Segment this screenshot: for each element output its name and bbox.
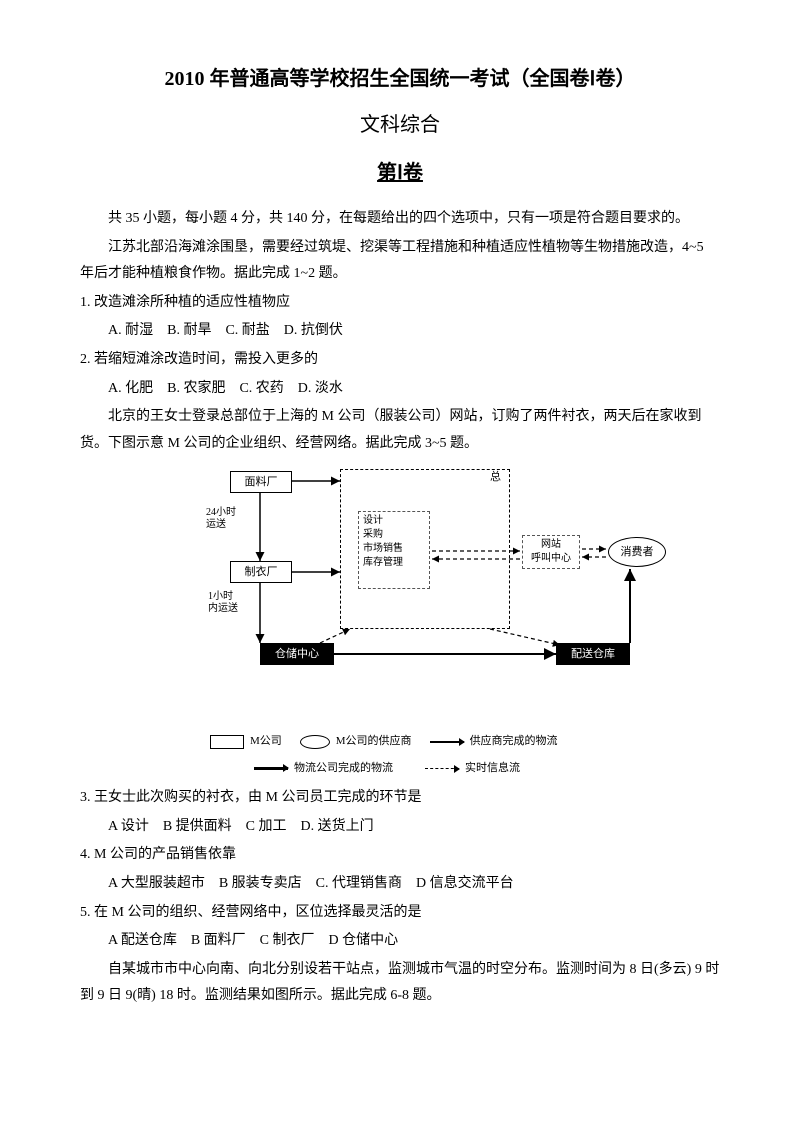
legend-m-company: M公司 bbox=[210, 731, 282, 752]
question-2: 2. 若缩短滩涂改造时间，需投入更多的 bbox=[80, 347, 720, 374]
legend-supplier-label: M公司的供应商 bbox=[336, 731, 412, 752]
label-1h: 1小时 内运送 bbox=[208, 591, 238, 615]
legend-logistics-label: 物流公司完成的物流 bbox=[294, 758, 393, 779]
question-5-options: A 配送仓库 B 面料厂 C 制衣厂 D 仓储中心 bbox=[80, 928, 720, 955]
legend-dashed-arrow-icon bbox=[425, 768, 459, 769]
network-diagram: 总 设计 采购 市场销售 库存管理 面料厂 制衣厂 24小时 运送 1小时 内运… bbox=[200, 465, 670, 779]
exam-title: 2010 年普通高等学校招生全国统一考试（全国卷Ⅰ卷） bbox=[80, 60, 720, 98]
legend-supplier-flow-label: 供应商完成的物流 bbox=[470, 731, 558, 752]
garment-factory-node: 制衣厂 bbox=[230, 561, 292, 583]
question-4-options: A 大型服装超市 B 服装专卖店 C. 代理销售商 D 信息交流平台 bbox=[80, 871, 720, 898]
section-heading: 第Ⅰ卷 bbox=[80, 154, 720, 192]
consumer-node: 消费者 bbox=[608, 537, 666, 567]
question-3-options: A 设计 B 提供面料 C 加工 D. 送货上门 bbox=[80, 814, 720, 841]
dist-warehouse-node: 配送仓库 bbox=[556, 643, 630, 665]
intro-paragraph-2: 江苏北部沿海滩涂围垦，需要经过筑堤、挖渠等工程措施和种植适应性植物等生物措施改造… bbox=[80, 235, 720, 288]
legend-info-label: 实时信息流 bbox=[465, 758, 520, 779]
fabric-factory-node: 面料厂 bbox=[230, 471, 292, 493]
legend-m-label: M公司 bbox=[250, 731, 282, 752]
hq-label: 总 bbox=[490, 471, 501, 484]
legend-thick-arrow-icon bbox=[254, 767, 288, 770]
question-3: 3. 王女士此次购买的衬衣，由 M 公司员工完成的环节是 bbox=[80, 785, 720, 812]
diagram-legend: M公司 M公司的供应商 供应商完成的物流 物流公司完成的物流 实时信息流 bbox=[200, 731, 670, 779]
call-center-node: 网站 呼叫中心 bbox=[522, 535, 580, 569]
question-1: 1. 改造滩涂所种植的适应性植物应 bbox=[80, 290, 720, 317]
question-2-options: A. 化肥 B. 农家肥 C. 农药 D. 淡水 bbox=[80, 376, 720, 403]
warehouse-node: 仓储中心 bbox=[260, 643, 334, 665]
intro-paragraph-1: 共 35 小题，每小题 4 分，共 140 分，在每题给出的四个选项中，只有一项… bbox=[80, 206, 720, 233]
legend-supplier: M公司的供应商 bbox=[300, 731, 412, 752]
question-5: 5. 在 M 公司的组织、经营网络中，区位选择最灵活的是 bbox=[80, 900, 720, 927]
intro-paragraph-3: 北京的王女士登录总部位于上海的 M 公司（服装公司）网站，订购了两件衬衣，两天后… bbox=[80, 404, 720, 457]
legend-solid-arrow-icon bbox=[430, 741, 464, 743]
legend-oval-icon bbox=[300, 735, 330, 749]
hq-functions-box: 设计 采购 市场销售 库存管理 bbox=[358, 511, 430, 589]
label-24h: 24小时 运送 bbox=[206, 507, 236, 531]
legend-rect-icon bbox=[210, 735, 244, 749]
exam-subject: 文科综合 bbox=[80, 106, 720, 144]
question-1-options: A. 耐湿 B. 耐旱 C. 耐盐 D. 抗倒伏 bbox=[80, 318, 720, 345]
legend-logistics: 物流公司完成的物流 实时信息流 bbox=[210, 758, 670, 779]
legend-supplier-flow: 供应商完成的物流 bbox=[430, 731, 558, 752]
question-4: 4. M 公司的产品销售依靠 bbox=[80, 842, 720, 869]
intro-paragraph-4: 自某城市市中心向南、向北分别设若干站点，监测城市气温的时空分布。监测时间为 8 … bbox=[80, 957, 720, 1010]
